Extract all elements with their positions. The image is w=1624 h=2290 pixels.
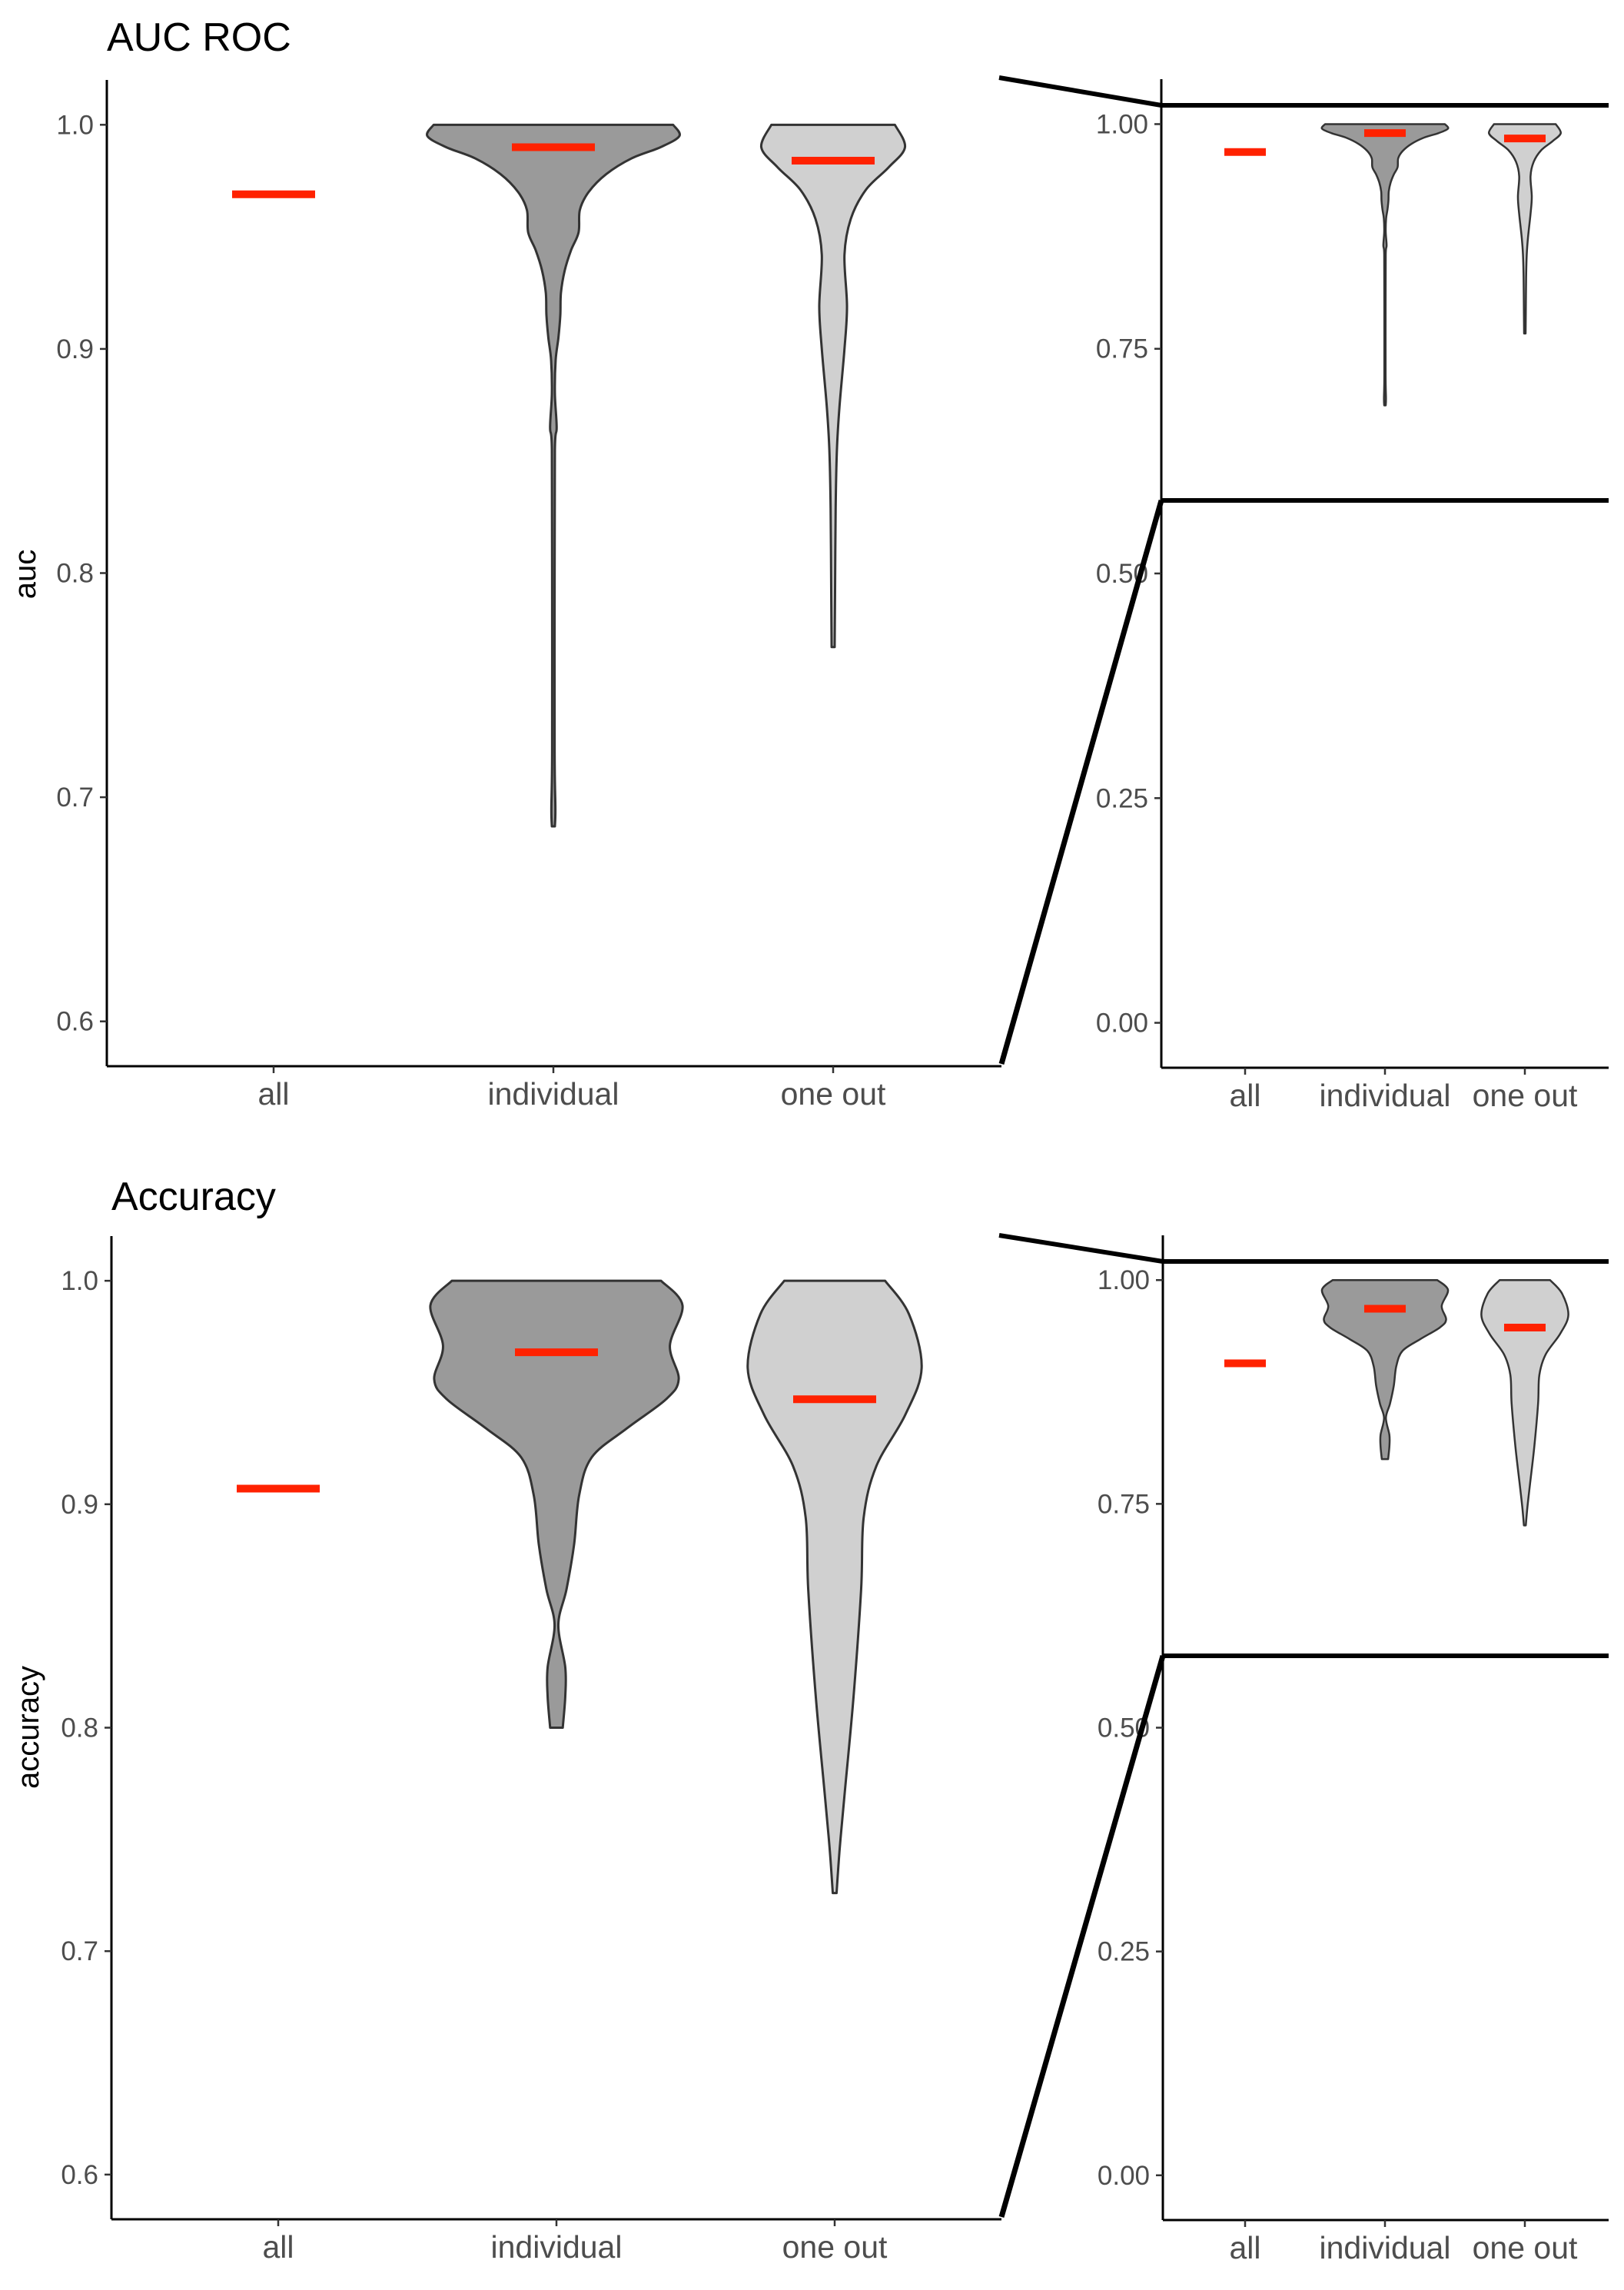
y-tick-label: 0.25 [1098,1937,1150,1967]
auc-roc-chart: AUC ROC auc 0.6 0.7 0.8 0.9 1.0 all individual… [8,15,1609,1113]
x-tick-label: all [262,2229,294,2265]
x-tick-label: individual [1320,1078,1451,1113]
y-tick-label: 0.8 [61,1713,98,1743]
x-tick-label: all [1229,2230,1260,2265]
main-panel: 0.6 0.7 0.8 0.9 1.0 all individual one out [56,80,1001,1112]
y-tick-label: 0.75 [1098,1489,1150,1519]
y-tick-label: 1.00 [1096,109,1148,139]
violin-individual [426,123,681,828]
y-tick-label: 0.25 [1096,783,1148,813]
violin-one-out [760,123,906,649]
violin-individual [1320,123,1450,407]
x-tick-label: one out [1473,1078,1578,1113]
x-tick-label: one out [1473,2230,1578,2265]
y-tick-label: 1.00 [1098,1265,1150,1295]
x-tick-label: one out [782,2229,888,2265]
y-tick-label: 1.0 [56,110,94,140]
y-tick-label: 0.7 [61,1936,98,1966]
violin-one-out [1488,123,1562,335]
x-tick-label: all [257,1076,289,1112]
accuracy-chart: Accuracy accuracy 0.6 0.7 0.8 0.9 1.0 all indi… [12,1175,1609,2265]
y-tick-label: 1.0 [61,1266,98,1296]
violin-individual [429,1279,684,1729]
chart-title: AUC ROC [107,15,291,60]
violin-one-out [746,1279,923,1895]
x-tick-label: individual [1320,2230,1451,2265]
zoom-connector-bottom [998,500,1164,1065]
x-tick-label: individual [491,2229,623,2265]
main-panel: 0.6 0.7 0.8 0.9 1.0 all individual one out [61,1236,1001,2265]
chart-title: Accuracy [111,1175,276,1219]
y-tick-label: 0.00 [1098,2161,1150,2191]
x-tick-label: individual [488,1076,619,1112]
zoom-connector-bottom [998,1655,1166,2218]
zoom-connector-top [998,1233,1164,1264]
y-tick-label: 0.6 [56,1007,94,1037]
x-tick-label: one out [781,1076,886,1112]
y-tick-label: 0.6 [61,2160,98,2190]
y-tick-label: 0.9 [61,1490,98,1520]
y-tick-label: 0.00 [1096,1009,1148,1039]
violin-one-out [1480,1278,1569,1527]
violin-individual [1320,1278,1450,1461]
y-tick-label: 0.8 [56,559,94,589]
y-tick-label: 0.75 [1096,334,1148,364]
zoom-connector-top [998,75,1162,108]
y-axis-label: auc [8,550,42,600]
y-tick-label: 0.7 [56,783,94,813]
y-axis-label: accuracy [12,1666,45,1789]
y-tick-label: 0.9 [56,334,94,364]
x-tick-label: all [1229,1078,1260,1113]
